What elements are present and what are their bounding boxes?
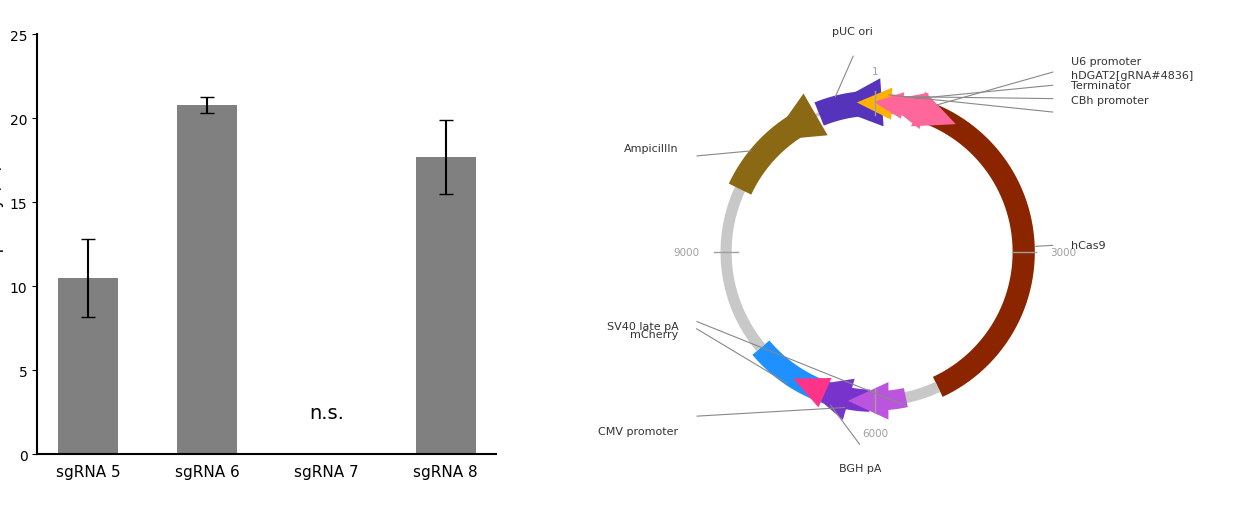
Polygon shape	[856, 88, 892, 121]
Text: CBh promoter: CBh promoter	[1071, 96, 1149, 106]
Polygon shape	[793, 378, 831, 408]
Text: SV40 late pA: SV40 late pA	[607, 322, 679, 332]
Text: hDGAT2[gRNA#4836]: hDGAT2[gRNA#4836]	[1071, 71, 1194, 81]
Polygon shape	[804, 379, 855, 420]
Text: CMV promoter: CMV promoter	[598, 426, 679, 436]
Text: mCherry: mCherry	[630, 329, 679, 339]
Polygon shape	[848, 382, 889, 420]
Bar	[177, 106, 237, 455]
Polygon shape	[885, 93, 928, 130]
Y-axis label: Indel frequency (%): Indel frequency (%)	[0, 164, 4, 326]
Text: hCas9: hCas9	[1071, 240, 1106, 250]
Bar	[416, 158, 475, 455]
Polygon shape	[771, 94, 828, 141]
Text: U6 promoter: U6 promoter	[1071, 57, 1142, 67]
Text: pUC ori: pUC ori	[833, 27, 872, 37]
Text: 9000: 9000	[673, 247, 699, 258]
Polygon shape	[830, 79, 884, 127]
Text: 3000: 3000	[1051, 247, 1077, 258]
Polygon shape	[874, 93, 905, 120]
Polygon shape	[911, 92, 956, 127]
Text: 1: 1	[871, 67, 879, 77]
Text: Terminator: Terminator	[1071, 81, 1132, 91]
Text: 6000: 6000	[861, 428, 889, 438]
Text: n.s.: n.s.	[309, 403, 344, 422]
Text: AmpicilIIn: AmpicilIIn	[624, 143, 679, 154]
Text: BGH pA: BGH pA	[839, 464, 881, 473]
Bar	[58, 278, 118, 454]
